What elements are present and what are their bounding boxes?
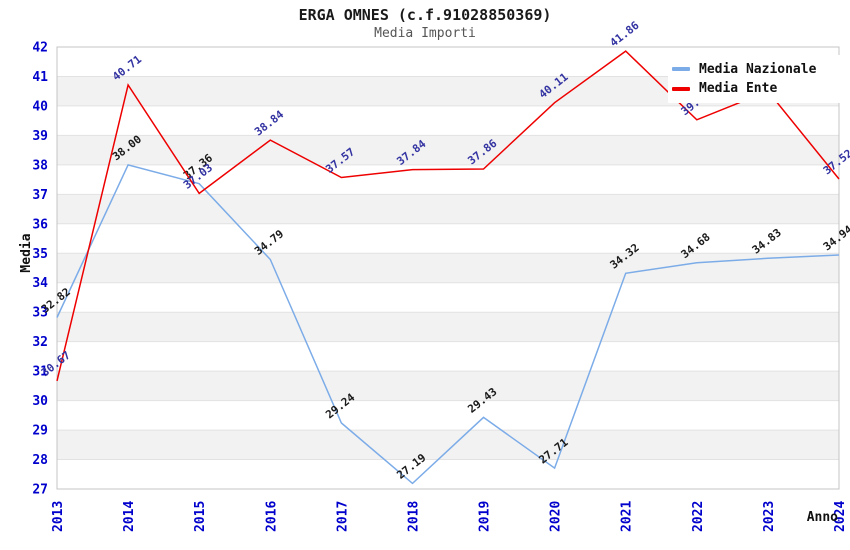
x-tick-label: 2024: [833, 501, 848, 532]
x-tick-label: 2023: [762, 501, 777, 532]
y-tick-label: 38: [32, 158, 48, 173]
x-tick-label: 2020: [549, 501, 564, 532]
x-tick-label: 2013: [51, 501, 66, 532]
grid-band: [57, 253, 839, 283]
legend-item-media-ente: Media Ente: [672, 81, 846, 96]
chart-legend: Media Nazionale Media Ente: [668, 55, 846, 103]
grid-band: [57, 312, 839, 342]
legend-swatch-media-ente-icon: [672, 86, 690, 91]
legend-label-media-nazionale: Media Nazionale: [699, 61, 817, 77]
legend-label-media-ente: Media Ente: [699, 81, 778, 97]
plot-border: [56, 46, 840, 490]
series-line-media-nazionale: [56, 164, 840, 485]
y-tick-label: 40: [32, 99, 48, 114]
y-tick-label: 31: [32, 365, 48, 380]
x-tick-label: 2015: [193, 501, 208, 532]
y-tick-label: 36: [32, 217, 48, 232]
chart-subtitle: Media Importi: [374, 26, 476, 41]
y-tick-label: 27: [32, 483, 48, 498]
x-tick-label: 2018: [406, 501, 421, 532]
y-axis-title: Media: [19, 233, 34, 272]
grid-band: [57, 371, 839, 401]
grid-band: [57, 430, 839, 460]
y-tick-label: 30: [32, 394, 48, 409]
x-tick-label: 2022: [691, 501, 706, 532]
y-tick-label: 37: [32, 188, 48, 203]
y-tick-label: 35: [32, 247, 48, 262]
x-tick-label: 2021: [620, 501, 635, 532]
y-tick-label: 32: [32, 335, 48, 350]
y-tick-label: 28: [32, 453, 48, 468]
chart-title: ERGA OMNES (c.f.91028850369): [298, 6, 552, 24]
x-tick-label: 2016: [264, 501, 279, 532]
y-tick-label: 41: [32, 70, 48, 85]
grid-band: [57, 194, 839, 224]
data-label: 41.86: [608, 19, 642, 50]
legend-swatch-media-nazionale-icon: [672, 67, 690, 72]
legend-item-media-nazionale: Media Nazionale: [672, 62, 846, 77]
x-tick-label: 2019: [478, 501, 493, 532]
y-tick-label: 33: [32, 306, 48, 321]
y-tick-label: 29: [32, 424, 48, 439]
x-tick-label: 2017: [335, 501, 350, 532]
y-tick-label: 42: [32, 41, 48, 56]
series-line-media-ente: [56, 50, 840, 382]
x-axis-title: Anno: [807, 510, 838, 525]
x-tick-label: 2014: [122, 501, 137, 532]
y-tick-label: 34: [32, 276, 48, 291]
y-tick-label: 39: [32, 129, 48, 144]
grid-band: [57, 135, 839, 165]
